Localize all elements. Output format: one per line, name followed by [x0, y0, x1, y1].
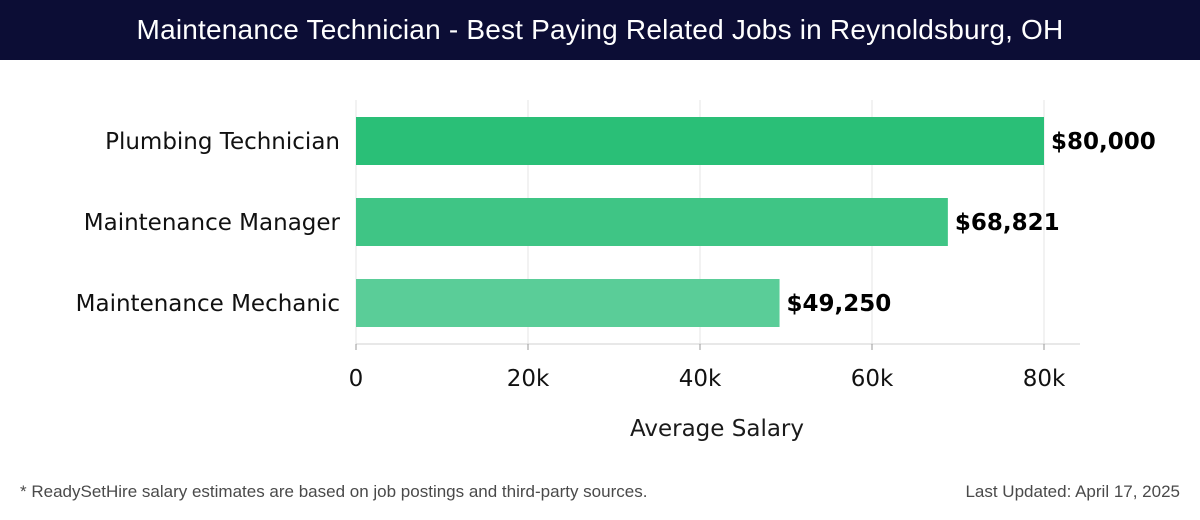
bar	[356, 117, 1044, 165]
axes: 0 20k 40k 60k 80k	[349, 343, 1080, 392]
chart-header: Maintenance Technician - Best Paying Rel…	[0, 0, 1200, 60]
chart-title: Maintenance Technician - Best Paying Rel…	[136, 14, 1064, 45]
x-tick-label: 0	[349, 366, 364, 392]
bars: Plumbing Technician $80,000 Maintenance Ma…	[76, 117, 1156, 327]
category-label: Plumbing Technician	[105, 129, 340, 155]
x-axis-title: Average Salary	[630, 416, 804, 442]
value-label: $49,250	[787, 291, 892, 317]
x-tick-label: 60k	[851, 366, 894, 392]
x-tick-label: 80k	[1023, 366, 1066, 392]
category-label: Maintenance Manager	[84, 210, 341, 236]
last-updated: Last Updated: April 17, 2025	[965, 482, 1180, 501]
footer-note: * ReadySetHire salary estimates are base…	[20, 482, 648, 501]
value-label: $80,000	[1051, 129, 1156, 155]
bar	[356, 198, 948, 246]
value-label: $68,821	[955, 210, 1060, 236]
bar	[356, 279, 780, 327]
x-tick-label: 20k	[507, 366, 550, 392]
bar-chart: Plumbing Technician $80,000 Maintenance Ma…	[76, 100, 1156, 442]
category-label: Maintenance Mechanic	[76, 291, 340, 317]
x-tick-label: 40k	[679, 366, 722, 392]
